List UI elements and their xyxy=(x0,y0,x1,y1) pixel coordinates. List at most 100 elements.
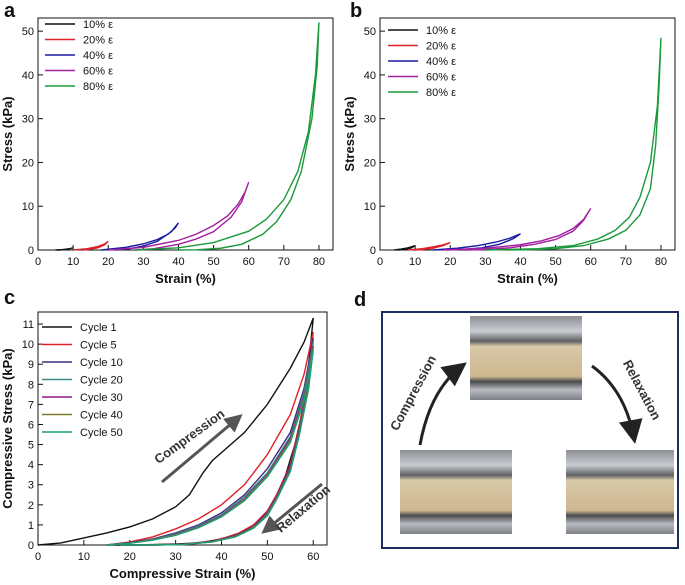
legend-label: Cycle 1 xyxy=(80,322,117,334)
y-axis-title: Compressive Stress (kPa) xyxy=(0,348,15,508)
legend-label: 80% ε xyxy=(83,81,113,93)
data-line xyxy=(73,240,109,251)
y-tick-label: 50 xyxy=(364,26,376,38)
x-tick-label: 30 xyxy=(479,256,491,268)
y-axis-title: Stress (kPa) xyxy=(0,96,15,171)
x-tick-label: 80 xyxy=(655,256,667,268)
x-tick-label: 0 xyxy=(35,551,41,563)
y-tick-label: 30 xyxy=(364,114,376,126)
x-tick-label: 40 xyxy=(215,551,227,563)
y-tick-label: 4 xyxy=(28,460,34,472)
y-tick-label: 6 xyxy=(28,419,34,431)
legend-label: 40% ε xyxy=(426,56,456,68)
x-tick-label: 30 xyxy=(137,256,149,268)
chart-panel: 0 10 20 30 40 50 60 0 1 2 3 4 5 6 7 8 9 10 11 Compressive S… xyxy=(0,287,333,581)
y-tick-label: 5 xyxy=(28,440,34,452)
y-tick-label: 0 xyxy=(370,245,376,257)
x-tick-label: 20 xyxy=(124,551,136,563)
x-tick-label: 0 xyxy=(35,256,41,268)
panel-label: a xyxy=(4,0,16,22)
y-tick-label: 1 xyxy=(28,520,34,532)
panel-d: d Compression Relaxation xyxy=(354,289,679,549)
y-tick-label: 40 xyxy=(22,70,34,82)
legend-label: 20% ε xyxy=(83,35,113,47)
data-line xyxy=(485,37,662,251)
data-line xyxy=(55,247,74,251)
photo-relaxed xyxy=(566,450,674,534)
y-tick-label: 9 xyxy=(28,359,34,371)
x-tick-label: 70 xyxy=(278,256,290,268)
y-tick-label: 3 xyxy=(28,480,34,492)
legend-label: 40% ε xyxy=(83,50,113,62)
x-tick-label: 10 xyxy=(78,551,90,563)
panel-label: b xyxy=(350,0,362,22)
y-tick-label: 0 xyxy=(28,540,34,552)
x-tick-label: 40 xyxy=(514,256,526,268)
data-line xyxy=(106,350,314,546)
x-tick-label: 60 xyxy=(307,551,319,563)
x-tick-label: 10 xyxy=(67,256,79,268)
legend-label: Cycle 30 xyxy=(80,392,123,404)
photo-compressed xyxy=(470,316,582,400)
chart-panel: 0 10 20 30 40 50 60 70 80 0 10 20 30 40 50 Strain (%) St… xyxy=(0,0,334,286)
legend-label: 10% ε xyxy=(83,19,113,31)
data-line xyxy=(108,181,250,251)
annotation-arrow xyxy=(261,482,323,534)
x-tick-label: 60 xyxy=(243,256,255,268)
panel-label: c xyxy=(4,287,15,309)
x-tick-label: 30 xyxy=(169,551,181,563)
y-tick-label: 20 xyxy=(22,157,34,169)
y-tick-label: 11 xyxy=(23,319,34,331)
y-tick-label: 50 xyxy=(22,26,34,38)
panel-label: d xyxy=(354,289,366,311)
x-tick-label: 0 xyxy=(377,256,383,268)
legend-label: 20% ε xyxy=(426,41,456,53)
legend-label: Cycle 20 xyxy=(80,375,123,387)
y-tick-label: 10 xyxy=(364,201,376,213)
data-line xyxy=(106,342,314,546)
x-tick-label: 70 xyxy=(620,256,632,268)
arrow-relaxation xyxy=(591,364,643,444)
data-line xyxy=(106,331,314,546)
x-tick-label: 50 xyxy=(261,551,273,563)
y-tick-label: 40 xyxy=(364,70,376,82)
annotation-arrow xyxy=(161,414,243,484)
legend-label: Cycle 5 xyxy=(80,340,117,352)
y-tick-label: 7 xyxy=(28,399,34,411)
y-tick-label: 2 xyxy=(28,500,34,512)
data-line xyxy=(393,244,416,251)
x-tick-label: 80 xyxy=(313,256,325,268)
data-line xyxy=(443,208,592,251)
y-tick-label: 30 xyxy=(22,114,34,126)
data-line xyxy=(101,222,180,251)
chart-panel: 0 10 20 30 40 50 60 70 80 0 10 20 30 40 50 Strain (%) St… xyxy=(342,0,676,286)
x-axis-title: Compressive Strain (%) xyxy=(110,566,256,581)
y-tick-label: 0 xyxy=(28,245,34,257)
legend-label: Cycle 40 xyxy=(80,410,123,422)
x-tick-label: 50 xyxy=(207,256,219,268)
y-tick-label: 20 xyxy=(364,157,376,169)
arrow-compression xyxy=(418,362,467,446)
y-tick-label: 8 xyxy=(28,379,34,391)
x-tick-label: 10 xyxy=(409,256,421,268)
x-axis-title: Strain (%) xyxy=(497,271,558,286)
x-tick-label: 20 xyxy=(102,256,114,268)
data-line xyxy=(136,22,320,251)
data-line xyxy=(408,241,451,251)
x-tick-label: 40 xyxy=(172,256,184,268)
legend-label: Cycle 10 xyxy=(80,357,123,369)
legend-label: 60% ε xyxy=(426,72,456,84)
photo-initial xyxy=(400,450,512,534)
x-axis-title: Strain (%) xyxy=(155,271,216,286)
legend-label: 60% ε xyxy=(83,66,113,78)
legend-label: Cycle 50 xyxy=(80,427,123,439)
legend-label: 80% ε xyxy=(426,87,456,99)
y-axis-title: Stress (kPa) xyxy=(342,96,357,171)
x-tick-label: 50 xyxy=(549,256,561,268)
x-tick-label: 20 xyxy=(444,256,456,268)
y-tick-label: 10 xyxy=(22,201,34,213)
y-tick-label: 10 xyxy=(22,339,34,351)
legend-label: 10% ε xyxy=(426,25,456,37)
x-tick-label: 60 xyxy=(585,256,597,268)
